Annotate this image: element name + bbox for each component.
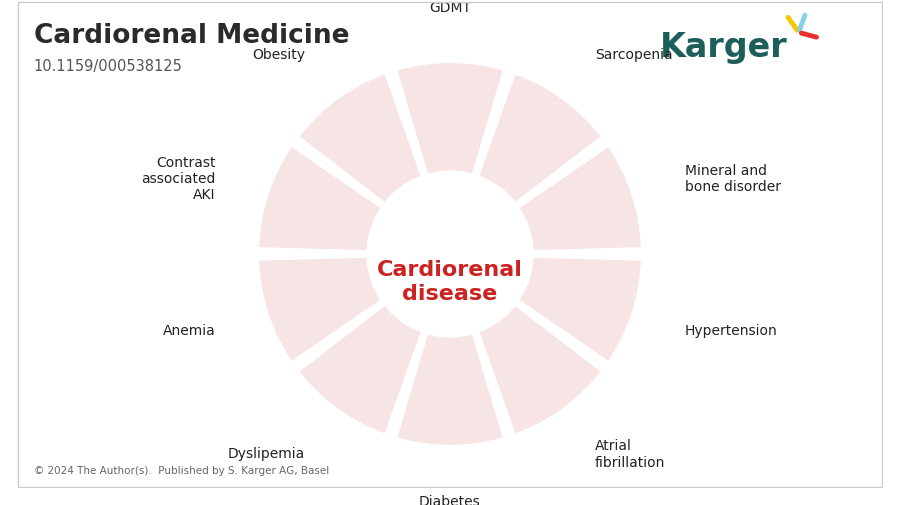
Wedge shape	[477, 73, 603, 205]
Text: 10.1159/000538125: 10.1159/000538125	[34, 59, 183, 74]
Text: Cardiorenal Medicine: Cardiorenal Medicine	[34, 23, 349, 48]
Text: Obesity: Obesity	[252, 48, 305, 62]
Wedge shape	[477, 304, 603, 436]
Text: GDMT: GDMT	[429, 2, 471, 15]
Wedge shape	[518, 257, 643, 363]
Wedge shape	[297, 304, 423, 436]
Text: Dyslipemia: Dyslipemia	[228, 446, 305, 461]
Text: Sarcopenia: Sarcopenia	[595, 48, 672, 62]
Text: Mineral and
bone disorder: Mineral and bone disorder	[685, 163, 780, 193]
Text: Karger: Karger	[660, 31, 788, 64]
Wedge shape	[257, 257, 382, 363]
Text: © 2024 The Author(s).  Published by S. Karger AG, Basel: © 2024 The Author(s). Published by S. Ka…	[34, 466, 329, 476]
Wedge shape	[297, 73, 423, 205]
Circle shape	[368, 173, 532, 336]
Text: Diabetes: Diabetes	[419, 493, 481, 505]
Text: Anemia: Anemia	[163, 324, 215, 337]
Text: Atrial
fibrillation: Atrial fibrillation	[595, 438, 665, 469]
Wedge shape	[518, 145, 643, 252]
Wedge shape	[257, 145, 382, 252]
Text: Hypertension: Hypertension	[685, 324, 778, 337]
Text: Contrast
associated
AKI: Contrast associated AKI	[141, 155, 215, 201]
Wedge shape	[395, 62, 505, 176]
Text: Cardiorenal
disease: Cardiorenal disease	[377, 259, 523, 304]
Wedge shape	[395, 333, 505, 447]
